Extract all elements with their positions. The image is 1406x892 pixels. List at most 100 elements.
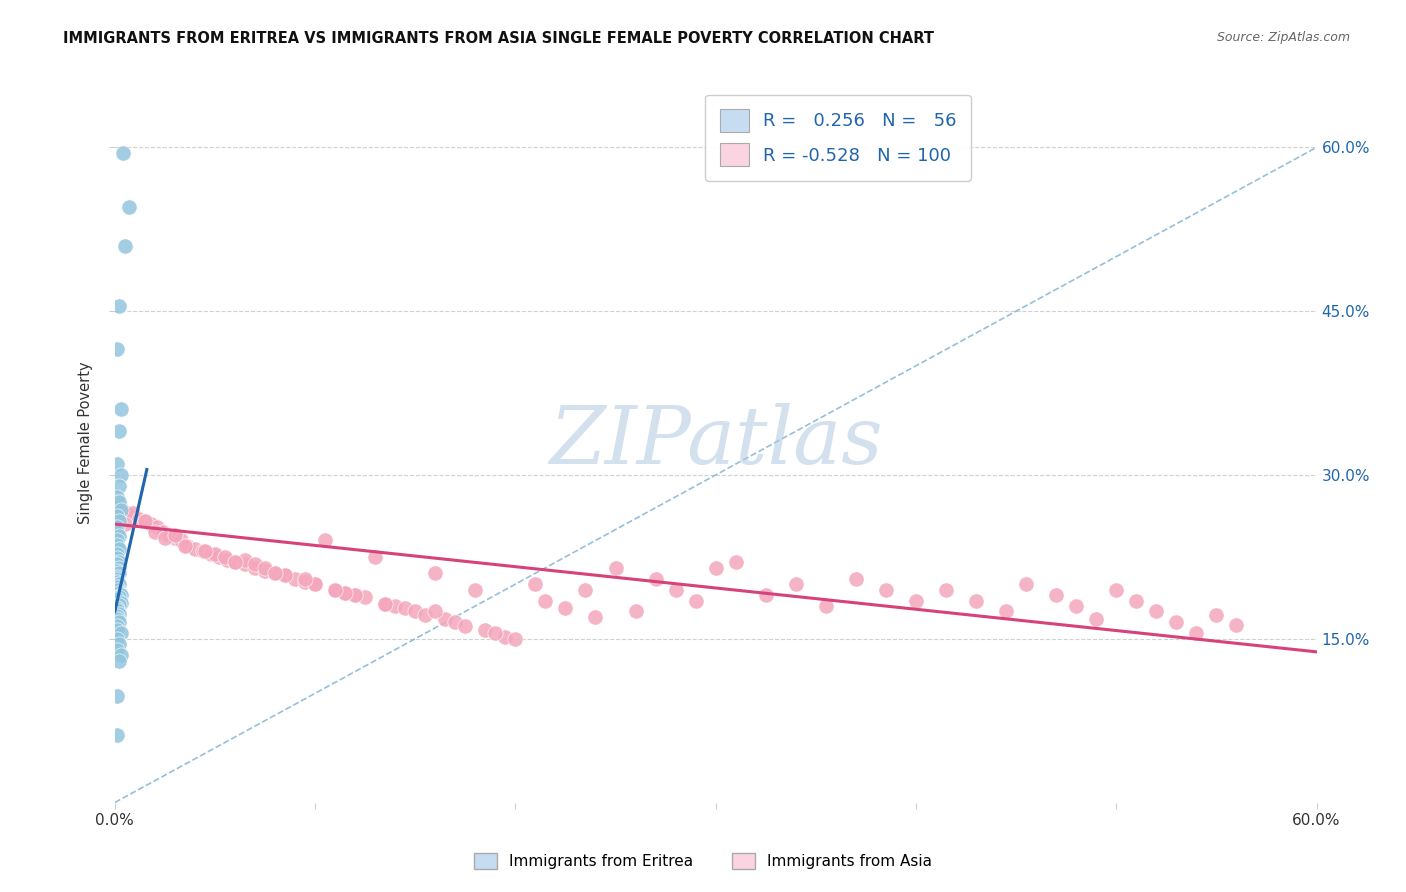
Point	[274, 568, 297, 582]
Point	[105, 608, 128, 623]
Point	[105, 343, 128, 357]
Point	[107, 425, 129, 439]
Point	[107, 591, 129, 605]
Point	[434, 612, 457, 626]
Point	[323, 582, 346, 597]
Point	[107, 529, 129, 543]
Point	[413, 607, 436, 622]
Point	[157, 528, 180, 542]
Point	[1185, 626, 1208, 640]
Point	[184, 542, 207, 557]
Point	[194, 544, 217, 558]
Point	[214, 549, 236, 564]
Point	[1225, 617, 1247, 632]
Point	[524, 577, 547, 591]
Point	[170, 533, 193, 548]
Text: IMMIGRANTS FROM ERITREA VS IMMIGRANTS FROM ASIA SINGLE FEMALE POVERTY CORRELATIO: IMMIGRANTS FROM ERITREA VS IMMIGRANTS FR…	[63, 31, 934, 46]
Point	[143, 524, 166, 539]
Point	[105, 524, 128, 539]
Point	[163, 531, 186, 545]
Point	[264, 566, 287, 581]
Legend: Immigrants from Eritrea, Immigrants from Asia: Immigrants from Eritrea, Immigrants from…	[468, 847, 938, 875]
Point	[233, 558, 256, 572]
Point	[1205, 607, 1227, 622]
Point	[644, 572, 666, 586]
Point	[110, 648, 132, 662]
Point	[284, 572, 307, 586]
Point	[785, 577, 807, 591]
Point	[585, 610, 607, 624]
Point	[274, 568, 297, 582]
Point	[107, 542, 129, 557]
Point	[464, 582, 486, 597]
Text: ZIPatlas: ZIPatlas	[548, 403, 883, 481]
Point	[146, 520, 169, 534]
Point	[243, 561, 266, 575]
Point	[107, 586, 129, 600]
Point	[105, 569, 128, 583]
Point	[364, 549, 387, 564]
Point	[152, 524, 174, 539]
Point	[128, 511, 150, 525]
Point	[110, 503, 132, 517]
Point	[105, 457, 128, 471]
Point	[105, 564, 128, 578]
Point	[374, 597, 396, 611]
Point	[107, 299, 129, 313]
Point	[107, 555, 129, 569]
Point	[107, 654, 129, 668]
Point	[105, 623, 128, 637]
Point	[294, 572, 316, 586]
Point	[204, 547, 226, 561]
Point	[665, 582, 688, 597]
Point	[115, 506, 138, 520]
Point	[110, 402, 132, 417]
Point	[294, 574, 316, 589]
Point	[107, 637, 129, 651]
Point	[354, 591, 377, 605]
Point	[174, 539, 197, 553]
Point	[554, 601, 576, 615]
Point	[304, 577, 326, 591]
Text: Source: ZipAtlas.com: Source: ZipAtlas.com	[1216, 31, 1350, 45]
Point	[243, 558, 266, 572]
Point	[935, 582, 957, 597]
Point	[107, 607, 129, 621]
Point	[333, 586, 356, 600]
Point	[344, 588, 367, 602]
Point	[314, 533, 336, 548]
Point	[425, 566, 447, 581]
Point	[105, 728, 128, 742]
Point	[215, 553, 238, 567]
Point	[534, 593, 557, 607]
Point	[605, 561, 627, 575]
Point	[110, 500, 132, 515]
Point	[105, 547, 128, 561]
Point	[139, 517, 162, 532]
Point	[224, 555, 246, 569]
Point	[1125, 593, 1147, 607]
Point	[105, 612, 128, 626]
Point	[107, 561, 129, 575]
Point	[110, 596, 132, 610]
Point	[176, 539, 198, 553]
Point	[1085, 612, 1108, 626]
Point	[904, 593, 927, 607]
Point	[484, 626, 506, 640]
Point	[1144, 604, 1167, 618]
Point	[374, 597, 396, 611]
Point	[105, 533, 128, 548]
Point	[105, 581, 128, 595]
Point	[200, 547, 222, 561]
Point	[304, 577, 326, 591]
Point	[1105, 582, 1128, 597]
Point	[107, 598, 129, 612]
Point	[404, 604, 426, 618]
Point	[111, 145, 134, 160]
Point	[724, 555, 747, 569]
Point	[323, 582, 346, 597]
Point	[233, 553, 256, 567]
Point	[624, 604, 647, 618]
Point	[118, 201, 141, 215]
Point	[163, 528, 186, 542]
